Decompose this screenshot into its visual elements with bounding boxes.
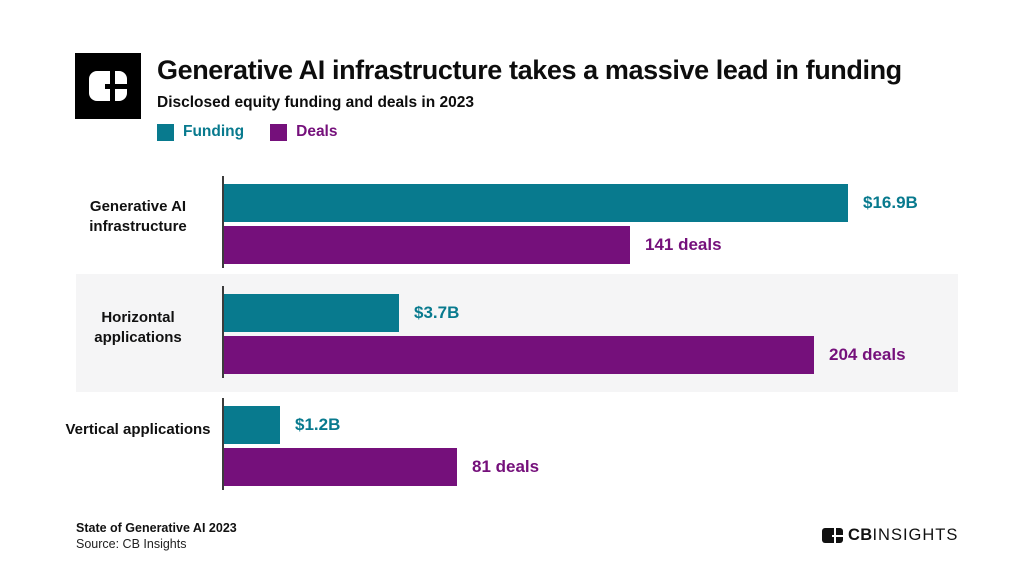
funding-value-label: $1.2B xyxy=(295,415,341,434)
cbinsights-mark-icon xyxy=(822,528,843,543)
legend-funding-label: Funding xyxy=(183,123,245,140)
deals-value-label: 81 deals xyxy=(472,457,540,476)
cbinsights-logo-mark xyxy=(75,53,141,119)
legend-deals-label: Deals xyxy=(296,123,338,140)
legend-item-funding: Funding xyxy=(157,123,244,141)
wordmark-insights: INSIGHTS xyxy=(872,526,959,544)
funding-swatch-icon xyxy=(157,123,174,141)
wordmark-cb: CB xyxy=(848,526,873,544)
deals-swatch-icon xyxy=(270,123,288,141)
bar-row-funding-horizontal-apps: $3.7B xyxy=(224,294,459,332)
chart-title: Generative AI infrastructure takes a mas… xyxy=(157,55,902,85)
deals-value-label: 141 deals xyxy=(645,235,722,254)
deals-bar xyxy=(224,226,630,264)
category-label-generative-ai-infrastructure: Generative AI infrastructure xyxy=(89,198,187,235)
bar-row-funding-vertical-apps: $1.2B xyxy=(224,406,340,444)
deals-value-label: 204 deals xyxy=(829,345,906,364)
category-label-vertical-applications: Vertical applications xyxy=(65,421,211,438)
funding-value-label: $3.7B xyxy=(414,303,460,322)
chart-subtitle: Disclosed equity funding and deals in 20… xyxy=(157,94,474,111)
deals-bar xyxy=(224,336,814,374)
wordmark-text: CBINSIGHTS xyxy=(848,526,958,545)
cbinsights-wordmark: CBINSIGHTS xyxy=(822,526,958,545)
funding-bar xyxy=(224,184,848,222)
funding-bar xyxy=(224,294,399,332)
axis-segment-row-1 xyxy=(222,176,224,268)
source-credit: Source: CB Insights xyxy=(76,537,187,551)
report-title: State of Generative AI 2023 xyxy=(76,521,237,535)
bar-row-deals-generative-ai: 141 deals xyxy=(224,226,722,264)
mark-horizontal-gap xyxy=(832,534,843,537)
axis-segment-row-3 xyxy=(222,398,224,490)
legend-item-deals: Deals xyxy=(270,123,338,141)
deals-bar xyxy=(224,448,457,486)
bar-row-deals-vertical-apps: 81 deals xyxy=(224,448,539,486)
bar-row-funding-generative-ai: $16.9B xyxy=(224,184,918,222)
funding-bar xyxy=(224,406,280,444)
bar-row-deals-horizontal-apps: 204 deals xyxy=(224,336,906,374)
axis-segment-row-2 xyxy=(222,286,224,378)
category-label-horizontal-applications: Horizontal applications xyxy=(94,309,182,346)
legend: Funding Deals xyxy=(157,123,338,141)
funding-value-label: $16.9B xyxy=(863,193,918,212)
logo-glyph-horizontal-divider xyxy=(105,84,127,89)
